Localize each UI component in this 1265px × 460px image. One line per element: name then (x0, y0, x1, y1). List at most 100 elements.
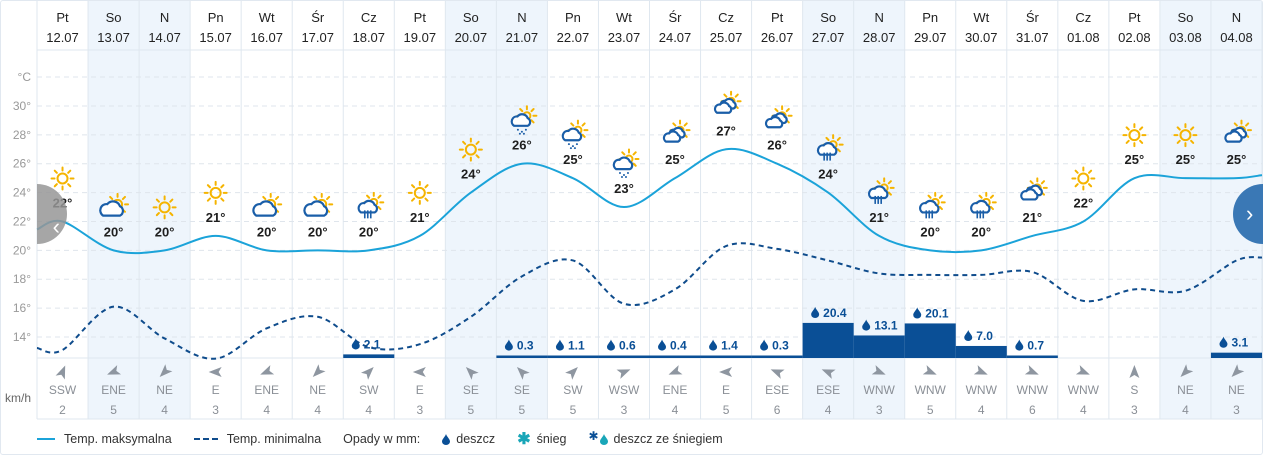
wind-direction: NE (1228, 383, 1245, 397)
sun-icon (1122, 123, 1147, 148)
day-date: 02.08 (1118, 30, 1151, 45)
wind-direction: SE (514, 383, 530, 397)
wind-speed: 5 (519, 403, 526, 417)
sun-ray (632, 151, 637, 156)
day-date: 14.07 (148, 30, 181, 45)
day-name: Pn (208, 10, 224, 25)
legend-max-label: Temp. maksymalna (64, 432, 172, 446)
day-date: 24.07 (659, 30, 692, 45)
day-name: Pt (1128, 10, 1141, 25)
rain-sun-icon (561, 119, 589, 150)
sun-core (158, 201, 171, 214)
wind-arrow-icon (616, 369, 631, 379)
precip-label: 20.4 (811, 306, 847, 320)
sun-ray (1245, 122, 1250, 127)
wind-speed: 4 (263, 403, 270, 417)
sun-ray (1125, 126, 1130, 131)
day-date: 16.07 (250, 30, 283, 45)
sun-ray (1139, 139, 1144, 144)
cloud-sun-icon (99, 192, 130, 217)
sun-ray (326, 195, 331, 201)
sun-ray (825, 136, 830, 142)
day-date: 25.07 (710, 30, 743, 45)
wind-direction: ESE (816, 383, 840, 397)
max-temp-label: 27° (716, 123, 736, 138)
clouds-sun-icon (1224, 119, 1252, 143)
precip-label: 0.4 (658, 339, 687, 353)
y-tick-label: 28° (13, 128, 31, 142)
snowflake-icon: ✱ (517, 431, 531, 448)
sun-ray (927, 194, 932, 199)
legend-rain: deszcz (442, 432, 495, 446)
next-clip: › (1233, 184, 1263, 244)
max-temp-label: 20° (155, 224, 175, 239)
wind-direction: WNW (915, 383, 947, 397)
sun-ray (938, 194, 943, 199)
sun-icon (203, 180, 228, 205)
day-name: N (1232, 10, 1241, 25)
sun-ray (424, 197, 429, 202)
day-name: So (1177, 10, 1193, 25)
sun-core (464, 143, 477, 156)
max-temp-label: 20° (257, 224, 277, 239)
dashed-line-icon (193, 438, 218, 440)
wind-direction: SW (359, 383, 379, 397)
y-tick-label: 30° (13, 99, 31, 113)
chevron-left-icon: ‹ (52, 214, 60, 239)
max-temp-label: 25° (1227, 152, 1247, 167)
sleet-drop-icon (599, 433, 608, 445)
weekend-shade (496, 1, 548, 419)
wind-direction: WSW (609, 383, 640, 397)
next-button[interactable]: › (1233, 184, 1263, 244)
day-name: Cz (718, 10, 734, 25)
cloud-shape (561, 127, 583, 142)
sun-ray (1190, 126, 1195, 131)
sun-ray (1139, 126, 1144, 131)
prev-button[interactable]: ‹ (37, 184, 67, 244)
max-temp-label: 24° (818, 167, 838, 182)
legend-snow-label: śnieg (536, 432, 567, 446)
precip-value: 1.4 (721, 339, 738, 353)
showers-icon (918, 191, 946, 219)
raindrop-icon (811, 306, 820, 319)
raindrop-icon (1015, 339, 1024, 351)
wind-arrow-icon (1180, 364, 1194, 377)
sun-ray (938, 205, 943, 211)
wind-speed: 4 (161, 403, 168, 417)
sun-ray (53, 169, 58, 174)
rain-sun-icon (612, 148, 640, 179)
day-date: 19.07 (404, 30, 437, 45)
day-name: Śr (1026, 10, 1040, 25)
wind-speed: 3 (212, 403, 219, 417)
weekend-shade (445, 1, 497, 419)
cloud-shape (867, 185, 889, 200)
sun-ray (67, 169, 72, 174)
legend-sleet: ✱ deszcz ze śniegiem (588, 429, 722, 446)
day-date: 18.07 (352, 30, 385, 45)
day-date: 01.08 (1067, 30, 1100, 45)
raindrop-icon (351, 338, 360, 350)
clouds-sun-icon (662, 119, 691, 143)
day-name: Pn (922, 10, 938, 25)
wind-speed: 4 (365, 403, 372, 417)
legend-precip-label: Opady w mm: (343, 432, 421, 446)
rain-dot (622, 174, 625, 177)
wind-arrow-icon (516, 367, 530, 380)
max-temp-label: 20° (359, 224, 379, 239)
precip-label: 1.4 (709, 339, 738, 353)
showers-icon (970, 191, 997, 219)
sun-ray (206, 197, 211, 202)
sun-ray (836, 136, 841, 142)
sun-ray (220, 184, 225, 189)
rain-dot (624, 176, 627, 179)
rain-dot (518, 132, 521, 135)
sun-ray (1074, 169, 1079, 174)
sun-ray (411, 197, 416, 202)
cloud-shape (1224, 130, 1243, 143)
sun-ray (978, 194, 983, 199)
sun-ray (1029, 180, 1034, 185)
raindrop-icon (442, 433, 451, 445)
precip-label: 0.3 (504, 339, 534, 353)
day-name: So (820, 10, 836, 25)
wind-arrow-icon (260, 365, 275, 375)
